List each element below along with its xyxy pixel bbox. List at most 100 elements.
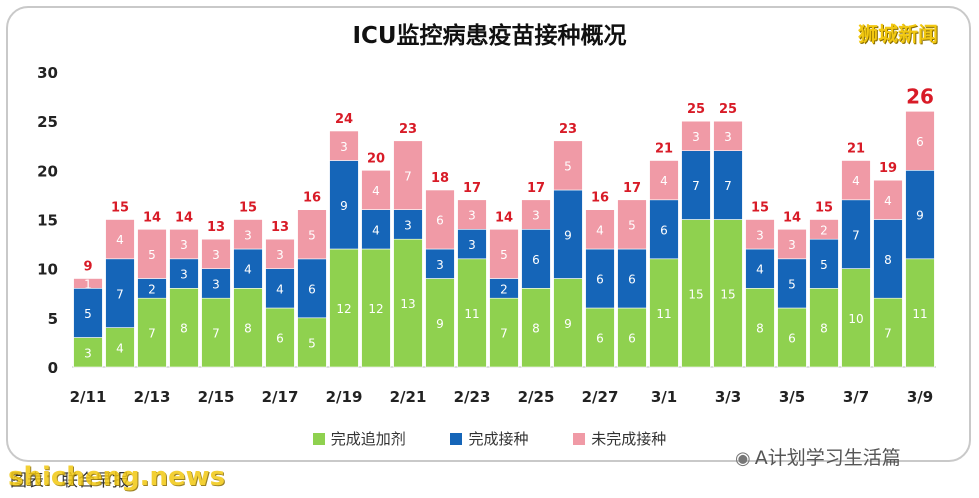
bar-segment-booster [905,258,935,368]
bar-segment-unvaccinated [489,229,519,279]
bar-segment-unvaccinated [745,219,775,250]
bar-segment-booster [745,287,775,368]
bar-total-label: 24 [335,112,353,127]
bar-value-label-booster: 3 [84,346,92,360]
bar-value-label-vaccinated: 3 [436,258,444,272]
bar-value-label-booster: 11 [464,307,479,321]
bar-total-label: 9 [83,260,92,275]
bar-segment-vaccinated [585,248,615,309]
x-tick-label: 2/27 [582,388,619,406]
bar-segment-booster [457,258,487,368]
bar-value-label-vaccinated: 3 [180,268,188,282]
bar-value-label-unvaccinated: 3 [244,228,252,242]
bar-value-label-vaccinated: 5 [788,277,796,291]
bar-value-label-vaccinated: 9 [340,199,348,213]
bar-value-label-unvaccinated: 3 [788,238,796,252]
wechat-icon: ◉ [735,448,751,469]
bar-value-label-unvaccinated: 3 [692,130,700,144]
bar-value-label-booster: 4 [116,341,124,355]
bar-segment-booster [681,219,711,368]
y-tick-label: 15 [37,212,58,230]
bar-total-label: 18 [431,171,449,186]
bar-value-label-unvaccinated: 3 [468,209,476,223]
bar-total-label: 25 [687,102,705,117]
bar-segment-unvaccinated [105,219,135,260]
bar-value-label-unvaccinated: 2 [820,223,828,237]
x-tick-label: 3/5 [779,388,805,406]
bar-value-label-unvaccinated: 4 [852,174,860,188]
bar-value-label-booster: 10 [848,312,863,326]
bar-segment-vaccinated [617,248,647,309]
bar-value-label-vaccinated: 4 [372,223,380,237]
bar-value-label-booster: 6 [596,332,604,346]
legend-item-vaccinated: 完成接种 [450,428,529,449]
bar-value-label-vaccinated: 6 [628,273,636,287]
bar-value-label-unvaccinated: 3 [724,130,732,144]
bar-value-label-vaccinated: 3 [212,277,220,291]
bar-value-label-vaccinated: 6 [532,253,540,267]
bar-value-label-unvaccinated: 1 [84,277,92,291]
bar-value-label-unvaccinated: 5 [148,248,156,262]
bar-total-label: 21 [847,142,865,157]
bar-value-label-booster: 8 [532,322,540,336]
bar-value-label-booster: 11 [912,307,927,321]
bar-value-label-booster: 9 [436,317,444,331]
bar-value-label-unvaccinated: 3 [532,209,540,223]
bar-segment-unvaccinated [137,229,167,279]
bar-value-label-unvaccinated: 5 [628,218,636,232]
bar-value-label-booster: 15 [720,287,735,301]
bar-segment-unvaccinated [553,140,583,191]
bar-value-label-unvaccinated: 4 [596,223,604,237]
bar-segment-unvaccinated [681,120,711,151]
bar-value-label-unvaccinated: 3 [276,248,284,262]
bar-value-label-unvaccinated: 6 [436,214,444,228]
bar-value-label-booster: 6 [628,332,636,346]
bar-value-label-unvaccinated: 6 [916,135,924,149]
x-tick-label: 2/25 [518,388,555,406]
bar-total-label: 23 [399,122,417,137]
bar-value-label-unvaccinated: 3 [340,140,348,154]
bar-total-label: 19 [879,161,897,176]
bar-segment-unvaccinated [169,229,199,260]
bar-segment-booster [617,307,647,368]
bar-segment-vaccinated [361,209,391,250]
watermark-text: shicheng.news [8,462,226,492]
bar-segment-booster [297,317,327,368]
bar-value-label-vaccinated: 3 [468,238,476,252]
bar-total-label: 26 [906,84,934,108]
bar-segment-booster [713,219,743,368]
x-tick-label: 2/21 [390,388,427,406]
bar-value-label-vaccinated: 5 [820,258,828,272]
bar-segment-booster [425,278,455,368]
bar-value-label-vaccinated: 3 [404,218,412,232]
legend: 完成追加剂 完成接种 未完成接种 [0,428,979,449]
bar-segment-vaccinated [745,248,775,289]
bar-value-label-booster: 13 [400,297,415,311]
bar-total-label: 20 [367,151,385,166]
bar-value-label-unvaccinated: 5 [308,228,316,242]
bar-segment-unvaccinated [233,219,263,250]
bar-segment-booster [73,337,103,368]
x-tick-label: 3/7 [843,388,869,406]
x-tick-label: 2/17 [262,388,299,406]
y-tick-label: 20 [37,162,58,180]
bar-value-label-booster: 8 [180,322,188,336]
bar-segment-vaccinated [553,189,583,279]
bar-segment-booster [873,297,903,368]
bar-value-label-vaccinated: 8 [884,253,892,267]
bar-segment-booster [585,307,615,368]
bar-segment-booster [553,278,583,368]
legend-swatch-vaccinated [450,433,463,445]
bar-total-label: 15 [239,201,257,216]
bar-value-label-booster: 6 [788,332,796,346]
bar-total-label: 13 [271,220,289,235]
bar-segment-unvaccinated [617,199,647,250]
brand-logo-text: 狮城新闻 [858,22,938,46]
bar-value-label-booster: 9 [564,317,572,331]
bar-total-label: 16 [303,191,321,206]
bar-segment-unvaccinated [777,229,807,260]
bar-total-label: 14 [143,210,161,225]
bar-total-label: 17 [527,181,545,196]
bar-segment-vaccinated [393,209,423,240]
